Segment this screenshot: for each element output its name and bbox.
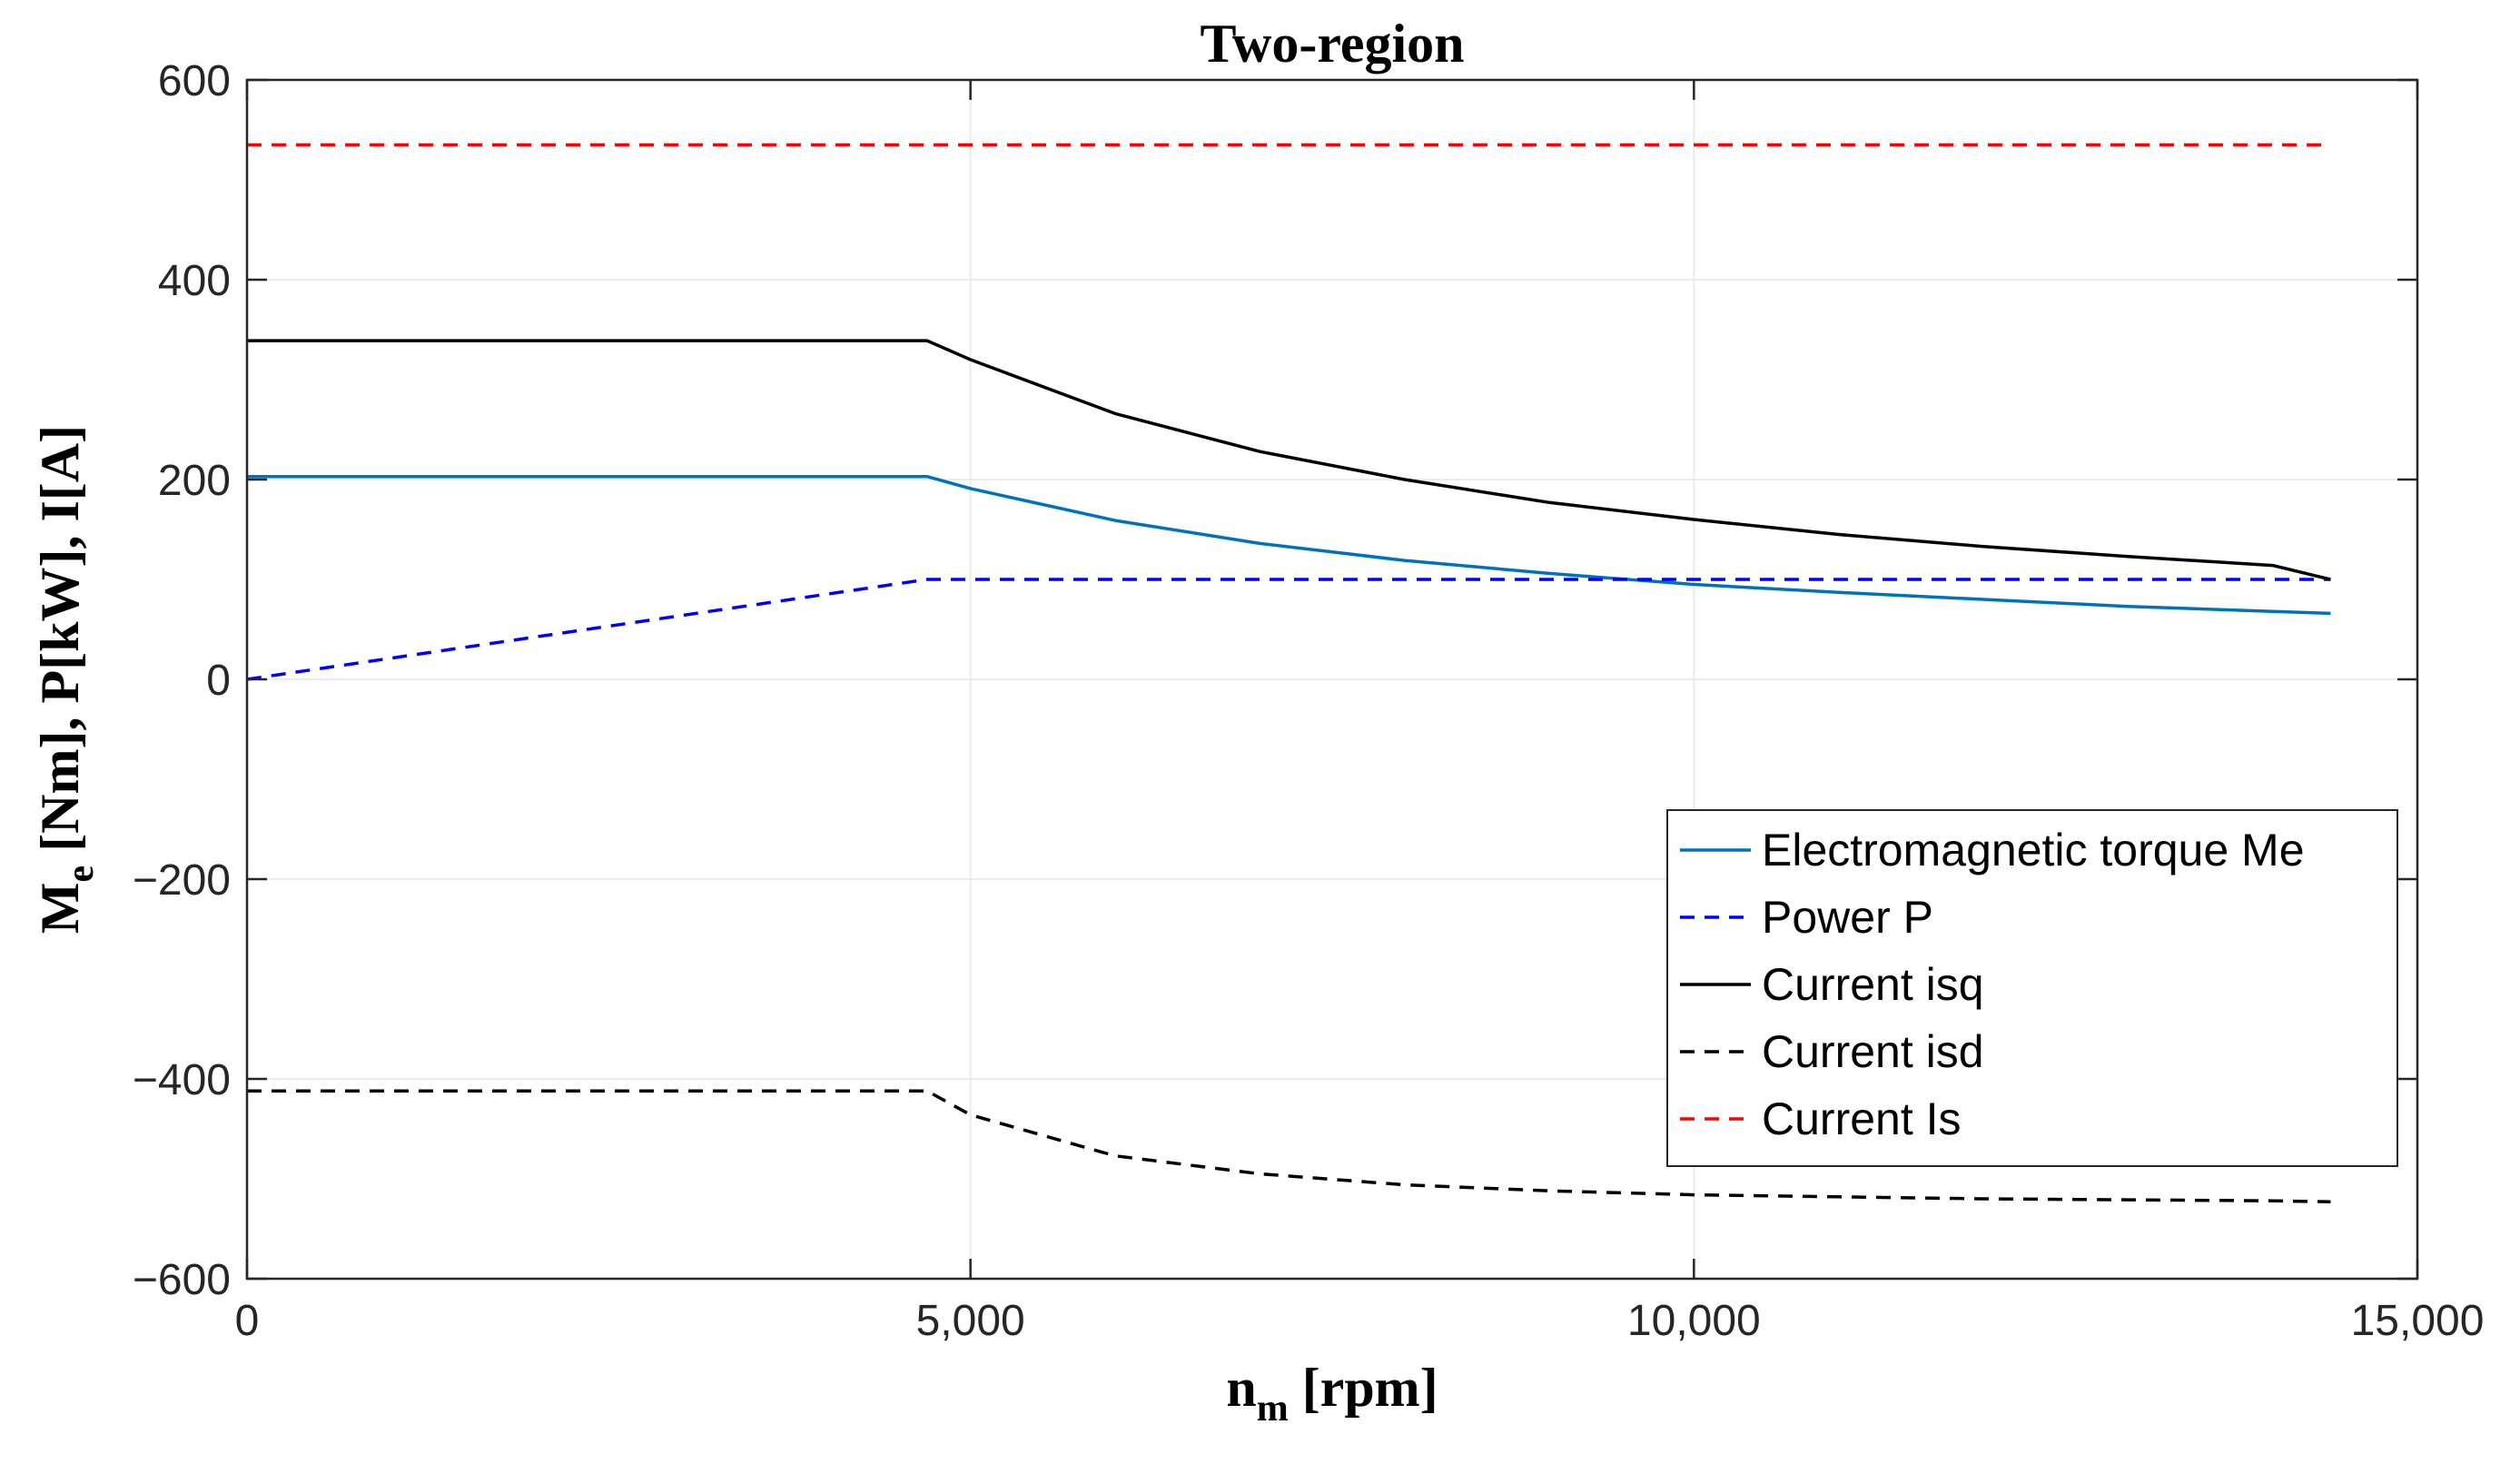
y-axis-label-main: M [30,882,90,934]
y-axis-label-subscript: e [60,866,102,883]
legend-label-current-is: Current Is [1762,1093,1962,1144]
x-tick-label: 5,000 [916,1297,1025,1345]
y-axis-label: Me [Nm], P[kW], I[A] [30,425,102,934]
series-line-electromagnetic-torque-me [247,474,2331,616]
x-tick-label: 15,000 [2351,1297,2485,1345]
x-axis-label-main: n [1226,1358,1256,1418]
y-tick-label: 600 [158,57,231,105]
chart-title: Two-region [1200,14,1464,74]
y-tick-label: −400 [133,1056,231,1104]
x-axis-label-subscript: m [1257,1388,1289,1429]
series-line-power-p [246,578,2331,681]
legend: Electromagnetic torque Me Power P Current … [1666,809,2398,1167]
y-tick-label: −200 [133,856,231,905]
y-axis-label-unit: [Nm], P[kW], I[A] [30,425,90,866]
y-tick-label: 0 [206,657,231,705]
x-axis-label-unit: [rpm] [1289,1358,1438,1418]
y-tick-label: 400 [158,257,231,305]
legend-box [1666,809,2398,1167]
x-tick-label: 10,000 [1627,1297,1761,1345]
x-axis-label: nm [rpm] [1226,1358,1438,1429]
series-layer [246,143,2331,1204]
series-line-current-isq [247,339,2331,581]
x-tick-label: 0 [235,1297,260,1345]
legend-label-electromagnetic-torque-me: Electromagnetic torque Me [1762,825,2305,875]
tick-layer: 0 5,000 10,000 15,000 −600 −400 −200 0 200 400 600 [133,57,2485,1345]
y-tick-label: −600 [133,1256,231,1304]
legend-label-power-p: Power P [1762,892,1933,943]
y-tick-label: 200 [158,457,231,505]
legend-label-current-isq: Current isq [1762,959,1984,1010]
series-line-current-isd [247,1089,2331,1204]
legend-label-current-isd: Current isd [1762,1026,1984,1077]
